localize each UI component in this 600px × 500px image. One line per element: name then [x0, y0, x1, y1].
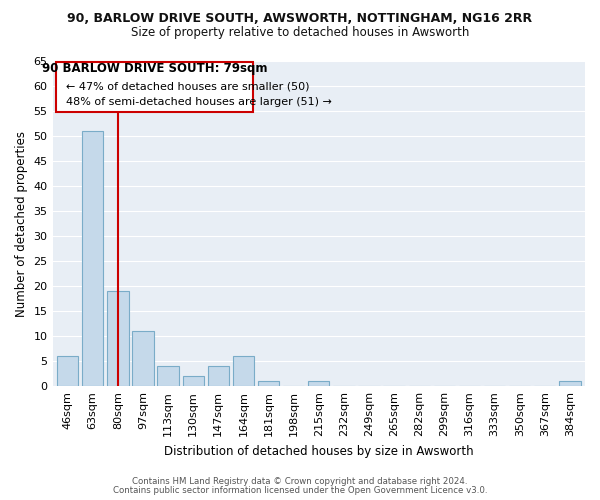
Text: Size of property relative to detached houses in Awsworth: Size of property relative to detached ho… [131, 26, 469, 39]
Bar [308, 381, 329, 386]
Bar [132, 331, 154, 386]
X-axis label: Distribution of detached houses by size in Awsworth: Distribution of detached houses by size … [164, 444, 473, 458]
Bar [233, 356, 254, 386]
Bar [157, 366, 179, 386]
Text: 48% of semi-detached houses are larger (51) →: 48% of semi-detached houses are larger (… [66, 98, 332, 108]
Text: Contains public sector information licensed under the Open Government Licence v3: Contains public sector information licen… [113, 486, 487, 495]
Text: 90 BARLOW DRIVE SOUTH: 79sqm: 90 BARLOW DRIVE SOUTH: 79sqm [42, 62, 267, 76]
Bar [258, 381, 279, 386]
Bar [107, 292, 128, 386]
Text: ← 47% of detached houses are smaller (50): ← 47% of detached houses are smaller (50… [66, 82, 310, 92]
Bar [182, 376, 204, 386]
Bar [82, 132, 103, 386]
Bar [57, 356, 78, 386]
Text: Contains HM Land Registry data © Crown copyright and database right 2024.: Contains HM Land Registry data © Crown c… [132, 477, 468, 486]
Text: 90, BARLOW DRIVE SOUTH, AWSWORTH, NOTTINGHAM, NG16 2RR: 90, BARLOW DRIVE SOUTH, AWSWORTH, NOTTIN… [67, 12, 533, 26]
FancyBboxPatch shape [56, 62, 253, 112]
Bar [208, 366, 229, 386]
Bar [559, 381, 581, 386]
Y-axis label: Number of detached properties: Number of detached properties [15, 131, 28, 317]
